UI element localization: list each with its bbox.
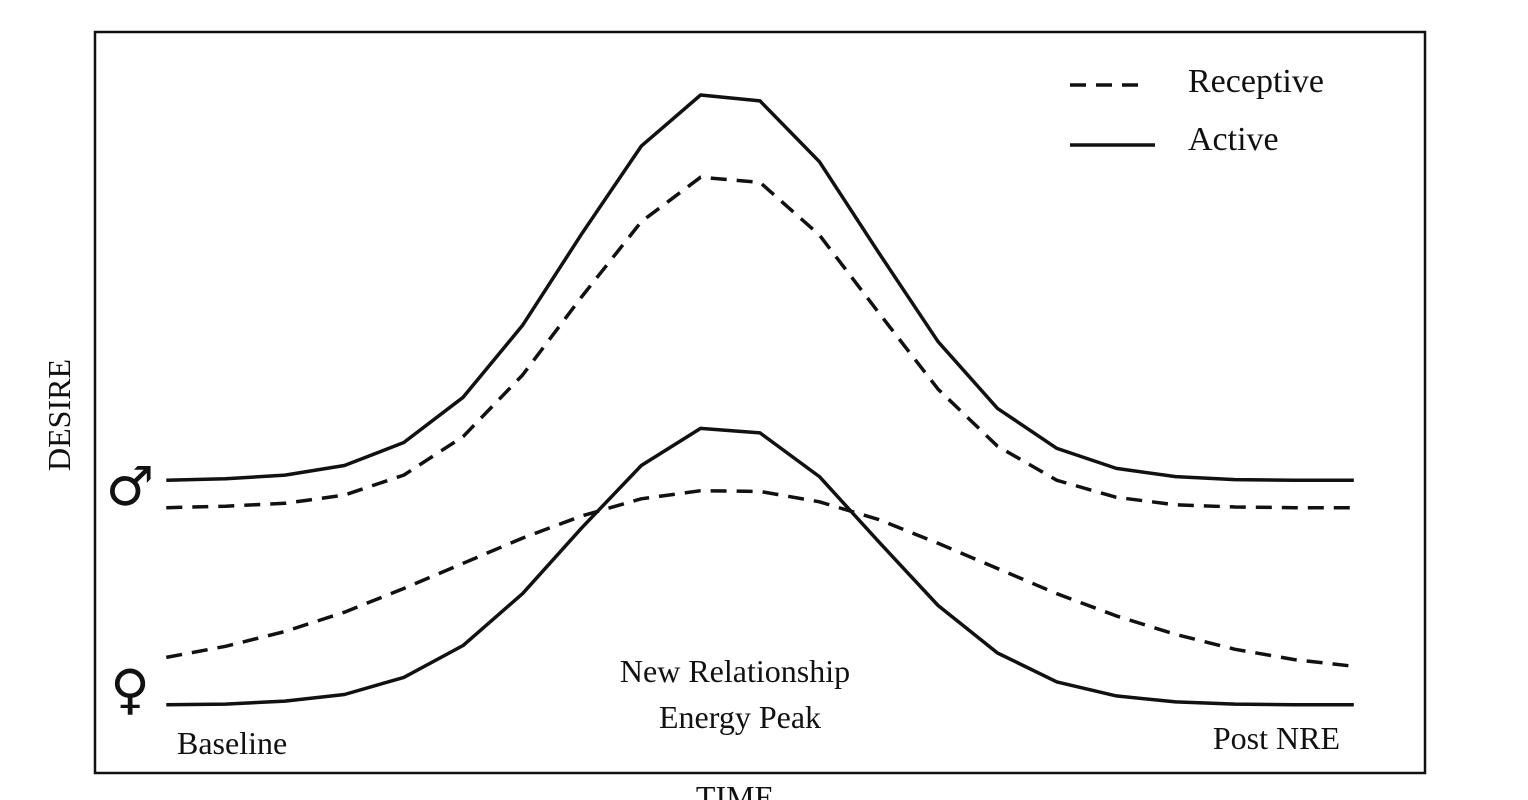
active-line [166, 426, 1354, 707]
legend-label: Active [1188, 121, 1279, 158]
annotation: Baseline [177, 725, 287, 761]
plot-frame [93, 30, 1427, 775]
y-axis-label: DESIRE [41, 359, 77, 471]
annotation: New Relationship [620, 653, 850, 689]
annotation: Energy Peak [659, 699, 821, 735]
active-line [166, 93, 1354, 483]
legend-label: Receptive [1188, 63, 1324, 100]
annotation: Post NRE [1213, 720, 1340, 756]
receptive-line [165, 488, 1354, 669]
group-label: ♂ [106, 455, 154, 518]
receptive-line [166, 175, 1354, 510]
group-label: ♀ [110, 658, 150, 721]
x-axis-label: TIME [696, 779, 774, 800]
